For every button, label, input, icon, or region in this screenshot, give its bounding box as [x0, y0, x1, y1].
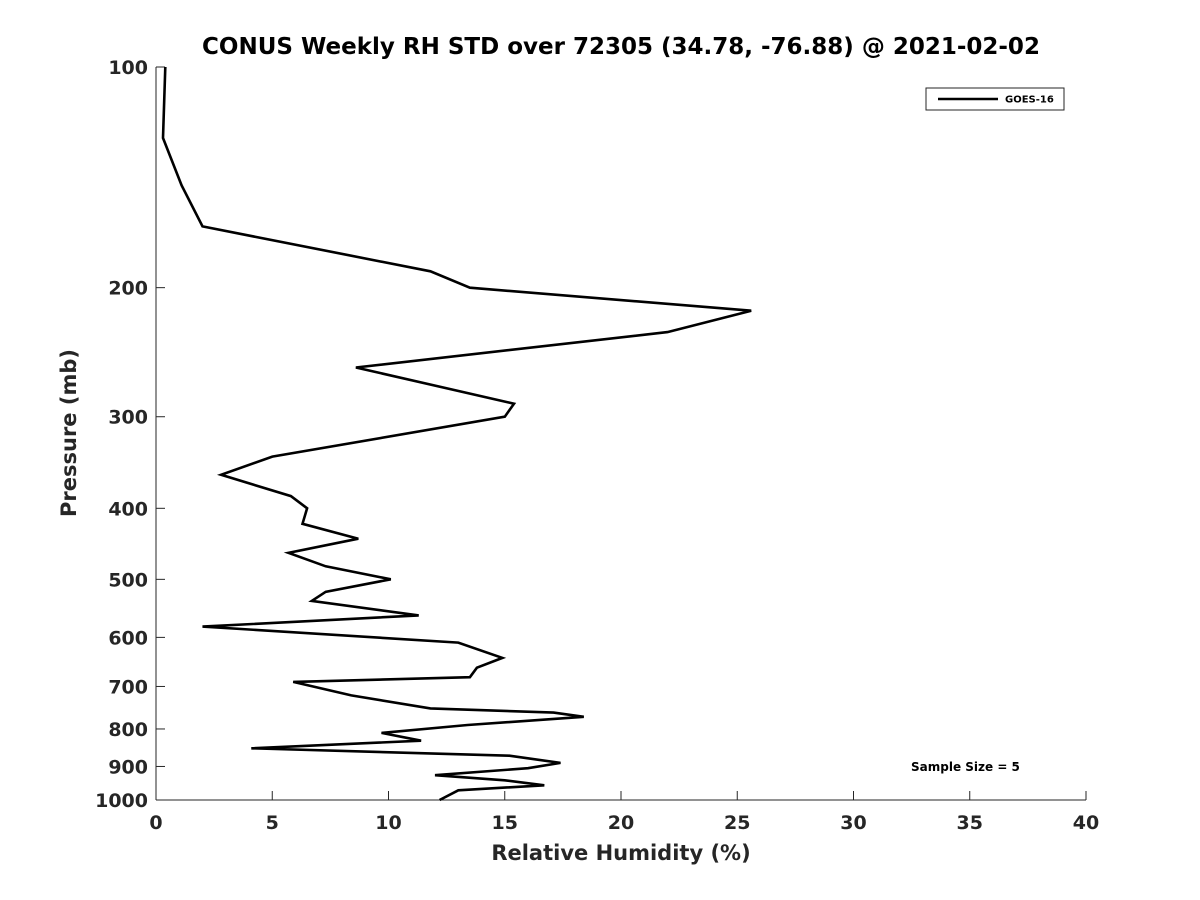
- y-tick-label: 400: [108, 498, 148, 520]
- y-tick-label: 100: [108, 57, 148, 79]
- x-tick-label: 40: [1073, 812, 1099, 834]
- x-axis-label: Relative Humidity (%): [491, 841, 750, 865]
- y-axis-label: Pressure (mb): [57, 349, 81, 517]
- legend-label: GOES-16: [1005, 95, 1054, 106]
- y-ticks: 100 200 300 400 500 600 700 800 900 1000: [95, 57, 165, 812]
- y-tick-label: 300: [108, 407, 148, 429]
- x-tick-label: 5: [266, 812, 279, 834]
- y-tick-label: 700: [108, 676, 148, 698]
- y-tick-label: 600: [108, 627, 148, 649]
- x-tick-label: 30: [840, 812, 866, 834]
- sample-size-annotation: Sample Size = 5: [911, 760, 1020, 774]
- y-tick-label: 500: [108, 569, 148, 591]
- series-group: [161, 66, 752, 802]
- x-tick-label: 15: [492, 812, 518, 834]
- y-tick-label: 900: [108, 756, 148, 778]
- x-tick-label: 20: [608, 812, 634, 834]
- chart-title: CONUS Weekly RH STD over 72305 (34.78, -…: [202, 34, 1040, 60]
- x-ticks: 0 5 10 15 20 25 30 35 40: [149, 791, 1099, 834]
- axes: [155, 67, 1086, 801]
- legend: GOES-16: [925, 87, 1065, 111]
- y-tick-label: 800: [108, 719, 148, 741]
- x-tick-label: 25: [724, 812, 750, 834]
- x-tick-label: 0: [149, 812, 162, 834]
- x-tick-label: 35: [957, 812, 983, 834]
- y-tick-label: 200: [108, 278, 148, 300]
- y-tick-label: 1000: [95, 790, 148, 812]
- x-tick-label: 10: [375, 812, 401, 834]
- series-line-goes-16: [161, 66, 752, 802]
